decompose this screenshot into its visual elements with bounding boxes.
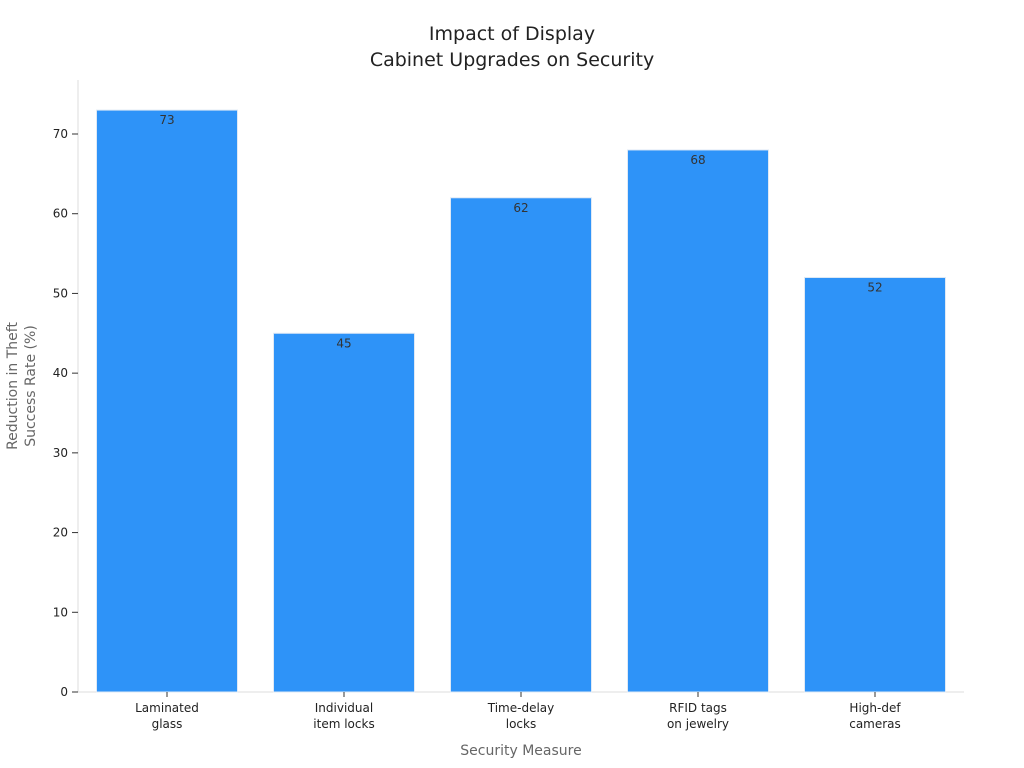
x-category-label-line: on jewelry (667, 717, 729, 731)
x-category-label-line: Laminated (135, 701, 199, 715)
x-category-label-line: locks (506, 717, 536, 731)
y-tick-label: 30 (53, 446, 68, 460)
bar-data-label: 62 (513, 201, 528, 215)
bar-data-label: 52 (867, 280, 882, 294)
y-tick-label: 50 (53, 286, 68, 300)
x-category-label-line: Individual (315, 701, 373, 715)
y-tick-label: 70 (53, 127, 68, 141)
y-axis-ticks: 0 10 20 30 40 50 60 70 (53, 127, 78, 699)
y-tick-label: 40 (53, 366, 68, 380)
y-axis-title: Reduction in Theft Success Rate (%) (5, 322, 39, 450)
x-category-label-line: cameras (849, 717, 901, 731)
y-axis-title-line-1: Reduction in Theft (5, 322, 21, 450)
x-category-label: Laminated glass (135, 701, 199, 731)
bar (273, 332, 415, 693)
y-axis-title-line-2: Success Rate (%) (23, 325, 39, 447)
chart-title-line-2: Cabinet Upgrades on Security (370, 49, 654, 71)
x-axis-category-labels: Laminated glass Individual item locks Time-d… (135, 692, 901, 731)
y-tick-label: 60 (53, 207, 68, 221)
chart-title: Impact of Display Cabinet Upgrades on Se… (370, 23, 654, 71)
bar-data-label: 68 (690, 153, 705, 167)
x-category-label-line: glass (152, 717, 183, 731)
x-category-label-line: High-def (849, 701, 901, 715)
x-category-label: Individual item locks (313, 701, 374, 731)
x-category-label: RFID tags on jewelry (667, 701, 729, 731)
x-category-label: Time-delay locks (487, 701, 555, 731)
x-category-label-line: Time-delay (487, 701, 555, 715)
y-tick-label: 20 (53, 526, 68, 540)
x-category-label-line: RFID tags (669, 701, 727, 715)
x-category-label: High-def cameras (849, 701, 901, 731)
bar (804, 276, 946, 693)
bars: 73 45 62 68 52 (96, 109, 946, 693)
bar-data-label: 45 (336, 336, 351, 350)
bar (450, 197, 592, 693)
bar (627, 149, 769, 693)
chart-title-line-1: Impact of Display (429, 23, 595, 45)
y-tick-label: 10 (53, 605, 68, 619)
x-axis-title: Security Measure (460, 743, 581, 759)
bar (96, 109, 238, 693)
bar-data-label: 73 (159, 113, 174, 127)
y-tick-label: 0 (60, 685, 68, 699)
x-category-label-line: item locks (313, 717, 374, 731)
